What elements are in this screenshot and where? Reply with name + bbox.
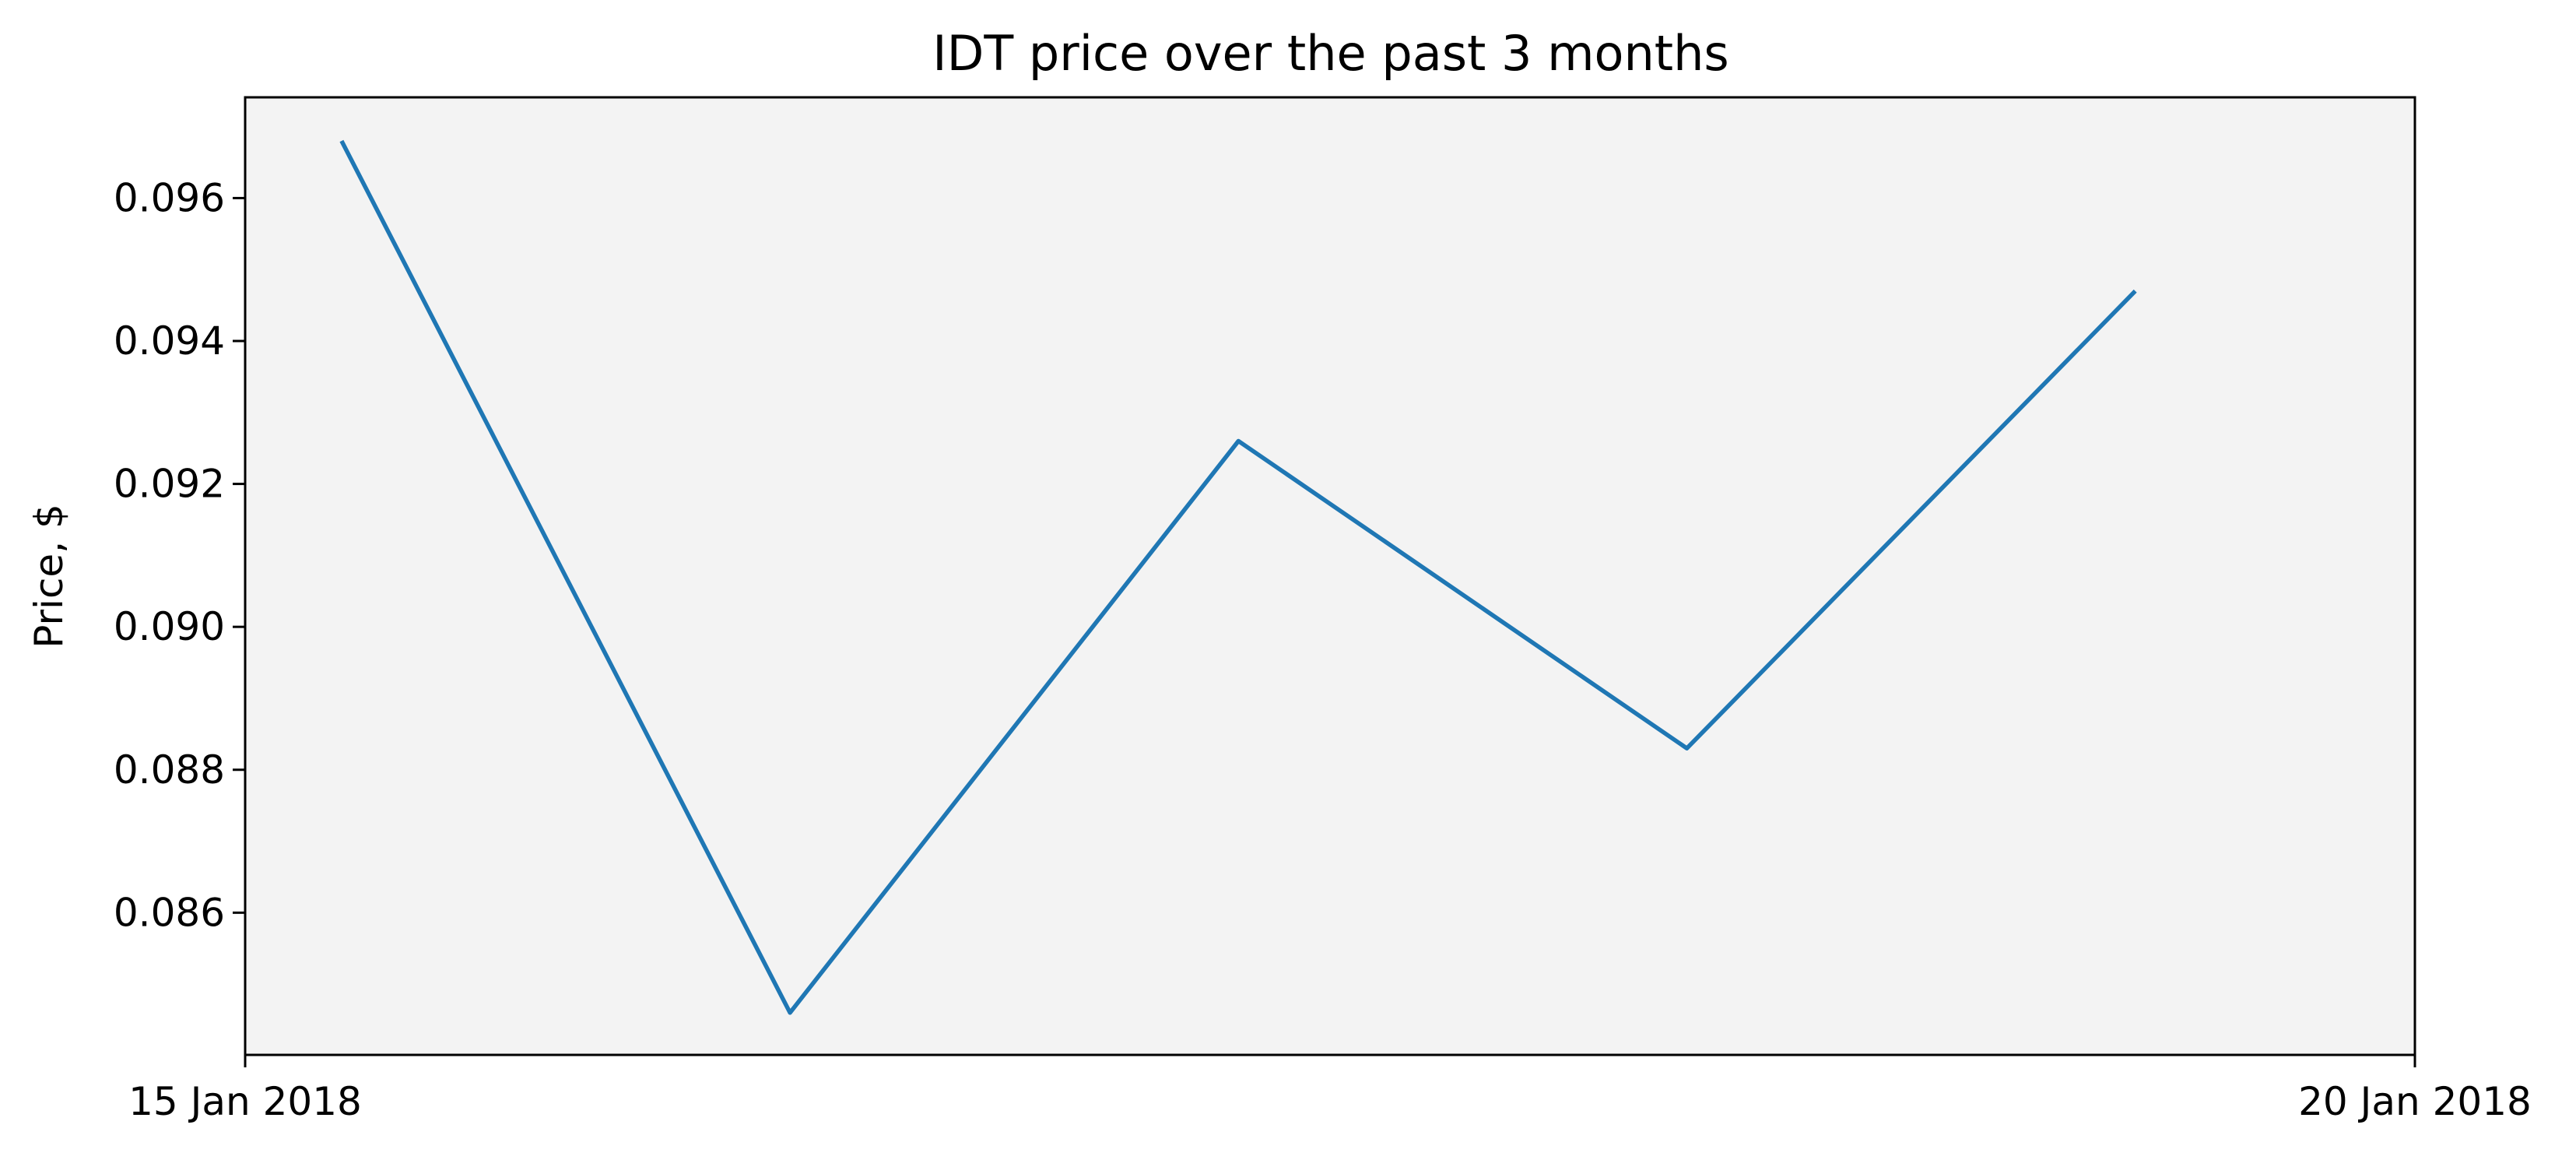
- y-axis-ticks: 0.086 0.088 0.090 0.092 0.094 0.096: [114, 175, 245, 935]
- x-axis-ticks: 15 Jan 2018 20 Jan 2018: [128, 1055, 2532, 1124]
- x-tick-label: 15 Jan 2018: [128, 1079, 362, 1124]
- x-tick-label: 20 Jan 2018: [2298, 1079, 2532, 1124]
- plot-area: [245, 97, 2415, 1055]
- price-line: [339, 139, 2137, 1015]
- y-tick-label: 0.086: [114, 890, 225, 935]
- y-tick-label: 0.094: [114, 318, 225, 364]
- chart-title: IDT price over the past 3 months: [932, 25, 1728, 82]
- y-axis-label: Price, $: [26, 504, 72, 649]
- series-layer: [339, 139, 2137, 1015]
- y-tick-label: 0.090: [114, 604, 225, 649]
- y-tick-label: 0.096: [114, 175, 225, 220]
- y-tick-label: 0.088: [114, 747, 225, 793]
- plot-frame: [244, 96, 2416, 1056]
- y-tick-label: 0.092: [114, 462, 225, 507]
